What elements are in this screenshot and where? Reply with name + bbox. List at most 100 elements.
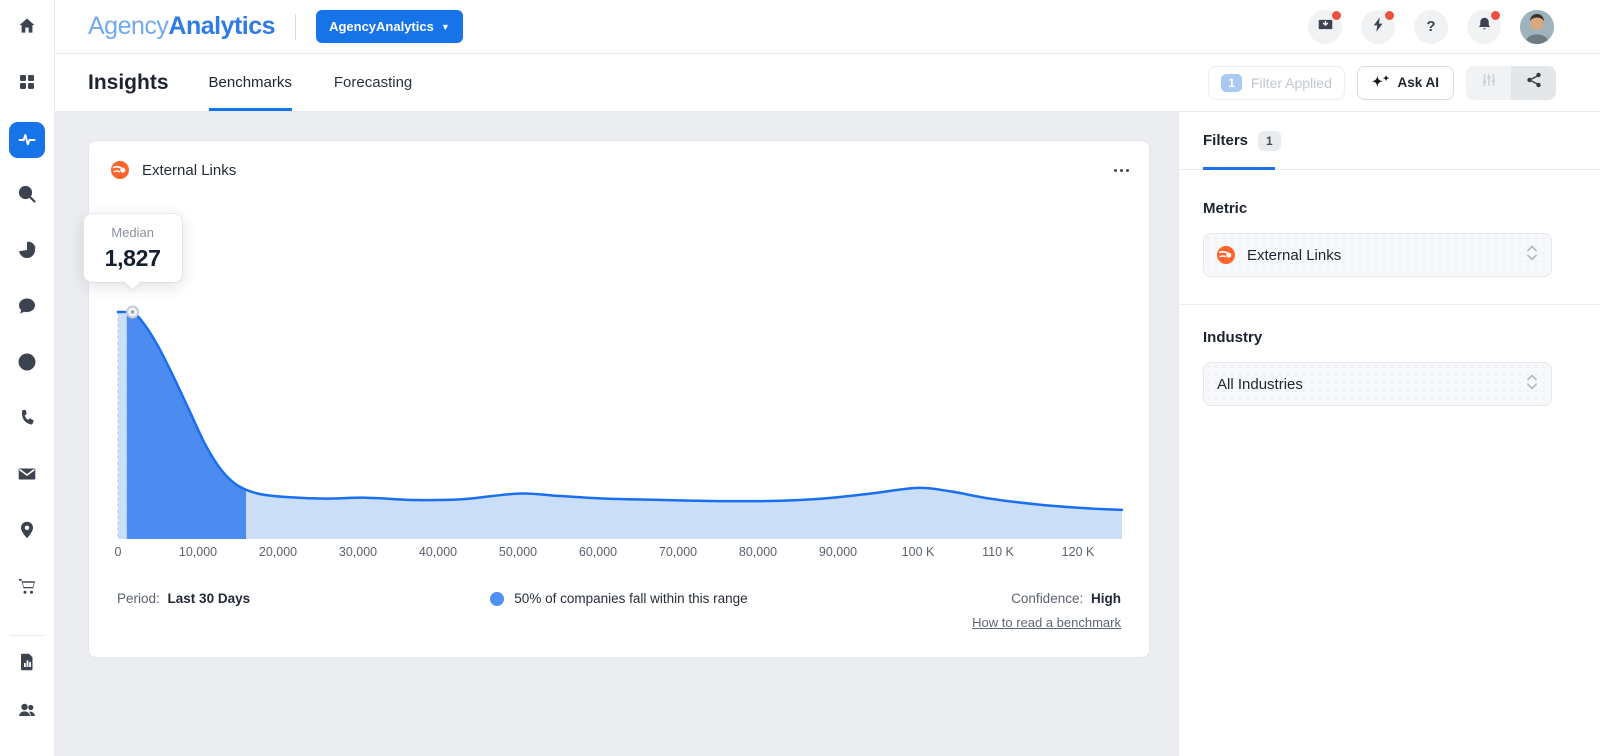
sidebar-item-local[interactable] [0, 504, 54, 560]
x-tick-label: 20,000 [258, 545, 298, 559]
page-title: Insights [88, 70, 169, 94]
x-tick-label: 110 K [982, 545, 1014, 559]
user-avatar[interactable] [1520, 9, 1554, 44]
bell-icon [1476, 16, 1493, 38]
metric-section-label: Metric [1203, 200, 1248, 217]
sidebar [0, 0, 55, 756]
cart-icon [17, 576, 37, 601]
content-row: External Links Median 1,827 0 10,000 20,00… [55, 112, 1600, 756]
card-footer: Period: Last 30 Days 50% of companies fa… [89, 567, 1149, 606]
notifications-button[interactable] [1467, 9, 1501, 44]
tab-forecasting[interactable]: Forecasting [333, 74, 413, 91]
sidebar-item-ecommerce[interactable] [0, 560, 54, 616]
industry-select[interactable]: All Industries [1203, 362, 1552, 406]
confidence-value: High [1091, 591, 1121, 606]
tabs: Benchmarks Forecasting [208, 54, 413, 111]
whats-new-button[interactable] [1361, 9, 1395, 44]
filter-applied-button[interactable]: 1 Filter Applied [1208, 65, 1345, 100]
sidebar-item-home[interactable] [0, 0, 54, 56]
notification-dot [1385, 10, 1394, 20]
header-actions: ? [1308, 9, 1554, 44]
search-icon [17, 184, 37, 209]
sidebar-item-analytics[interactable] [0, 224, 54, 280]
x-tick-label: 80,000 [738, 545, 778, 559]
users-icon [17, 700, 37, 725]
filters-tab[interactable]: Filters [1203, 132, 1249, 149]
sidebar-item-rank-tracking[interactable] [0, 336, 54, 392]
filter-count-badge: 1 [1221, 73, 1242, 92]
sidebar-nav [0, 56, 54, 616]
x-tick-label: 120 K [1061, 545, 1095, 559]
location-pin-icon [17, 520, 37, 545]
x-tick-label: 70,000 [658, 545, 698, 559]
sidebar-item-chat[interactable] [0, 280, 54, 336]
sidebar-item-dashboards[interactable] [0, 56, 54, 112]
benchmark-chart[interactable]: Median 1,827 0 10,000 20,000 30,000 40,000 50… [83, 199, 1149, 567]
x-tick-label: 60,000 [578, 545, 618, 559]
home-icon [17, 16, 37, 41]
filters-tab-underline [1203, 167, 1275, 170]
top-header: AgencyAnalytics AgencyAnalytics ▼ ? [55, 0, 1600, 54]
tab-benchmarks[interactable]: Benchmarks [208, 54, 292, 111]
notification-dot [1332, 10, 1341, 20]
lightning-icon [1370, 16, 1387, 38]
content-area: External Links Median 1,827 0 10,000 20,00… [55, 112, 1178, 756]
sidebar-item-search[interactable] [0, 168, 54, 224]
industry-section-label: Industry [1203, 329, 1263, 346]
insights-pulse-icon [9, 122, 45, 158]
period-info: Period: Last 30 Days [117, 591, 490, 606]
x-tick-label: 10,000 [178, 545, 218, 559]
x-axis: 0 10,000 20,000 30,000 40,000 50,000 60,000 70,… [89, 545, 1149, 565]
panel-divider [1179, 304, 1600, 305]
external-links-card: External Links Median 1,827 0 10,000 20,00… [83, 140, 1150, 658]
sidebar-item-insights[interactable] [0, 112, 54, 168]
logo-part-1: Agency [88, 12, 169, 40]
sidebar-item-clients[interactable] [0, 688, 54, 736]
imports-button[interactable] [1308, 9, 1342, 44]
email-icon [17, 464, 37, 489]
question-mark-icon: ? [1426, 18, 1436, 35]
page-tabbar: Insights Benchmarks Forecasting 1 Filter… [55, 54, 1600, 112]
filter-applied-label: Filter Applied [1250, 74, 1332, 91]
columns-settings-button[interactable] [1466, 66, 1511, 100]
metric-select[interactable]: External Links [1203, 233, 1552, 277]
chevron-updown-icon [1526, 372, 1538, 397]
report-icon [17, 652, 37, 677]
ask-ai-button[interactable]: ✦✦ Ask AI [1356, 65, 1454, 100]
filters-tab-row: Filters 1 [1179, 112, 1600, 170]
sidebar-item-reports[interactable] [0, 640, 54, 688]
account-switcher-label: AgencyAnalytics [329, 19, 434, 34]
sidebar-item-calls[interactable] [0, 392, 54, 448]
media-import-icon [1317, 16, 1334, 38]
apps-grid-icon [17, 72, 37, 97]
legend-text: 50% of companies fall within this range [514, 591, 748, 606]
how-to-read-benchmark-link[interactable]: How to read a benchmark [972, 615, 1121, 630]
x-tick-label: 30,000 [338, 545, 378, 559]
range-legend: 50% of companies fall within this range [490, 591, 748, 606]
chevron-down-icon: ▼ [440, 21, 450, 32]
median-tooltip-label: Median [111, 225, 154, 240]
share-button[interactable] [1511, 65, 1556, 100]
x-tick-label: 100 K [901, 545, 935, 559]
agencyanalytics-logo: AgencyAnalytics [88, 12, 276, 41]
sidebar-item-email[interactable] [0, 448, 54, 504]
period-value: Last 30 Days [167, 591, 251, 606]
median-tooltip-value: 1,827 [104, 245, 161, 271]
confidence-label: Confidence: [1011, 591, 1084, 606]
view-controls [1466, 65, 1556, 100]
chat-icon [17, 296, 37, 321]
semrush-icon [111, 161, 129, 179]
legend-dot-icon [490, 591, 505, 606]
help-button[interactable]: ? [1414, 9, 1448, 44]
account-switcher-button[interactable]: AgencyAnalytics ▼ [316, 10, 463, 43]
x-tick-label: 90,000 [818, 545, 858, 559]
semrush-icon [1217, 246, 1235, 264]
tabbar-actions: 1 Filter Applied ✦✦ Ask AI [1208, 54, 1556, 111]
card-title: External Links [142, 161, 237, 179]
sidebar-divider [10, 635, 44, 636]
card-menu-button[interactable] [1112, 163, 1131, 178]
industry-select-value: All Industries [1217, 375, 1303, 393]
rank-tracking-icon [17, 352, 37, 377]
filters-count-badge: 1 [1258, 130, 1281, 151]
